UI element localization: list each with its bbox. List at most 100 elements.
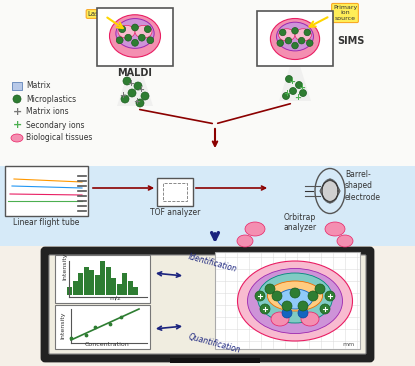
Polygon shape (117, 66, 153, 106)
Point (107, 321, 113, 326)
Circle shape (277, 40, 283, 46)
Text: Primary
ion
source: Primary ion source (333, 5, 357, 21)
Circle shape (123, 77, 131, 85)
Circle shape (134, 82, 142, 90)
Ellipse shape (116, 19, 154, 48)
Text: +: + (288, 76, 295, 86)
Circle shape (132, 40, 138, 46)
Ellipse shape (135, 25, 152, 38)
Text: +: + (127, 78, 134, 87)
Bar (111, 278, 116, 295)
Circle shape (136, 99, 144, 107)
Bar (157, 178, 193, 206)
Ellipse shape (257, 273, 332, 323)
Ellipse shape (11, 134, 23, 142)
Bar (0, 0, 415, 191)
Ellipse shape (278, 29, 295, 41)
Text: +: + (295, 93, 302, 101)
Text: +: + (298, 83, 305, 93)
Circle shape (286, 75, 293, 82)
Ellipse shape (247, 269, 342, 333)
Text: Quantification: Quantification (187, 332, 241, 355)
Circle shape (13, 95, 21, 103)
Circle shape (285, 37, 292, 44)
Text: Matrix ions: Matrix ions (26, 108, 68, 116)
Text: m/z: m/z (109, 295, 121, 300)
Bar (163, 183, 187, 201)
FancyBboxPatch shape (49, 255, 366, 354)
Ellipse shape (268, 281, 322, 311)
Text: Biological tissues: Biological tissues (26, 134, 93, 142)
Text: Linear flight tube: Linear flight tube (13, 218, 79, 227)
Circle shape (144, 26, 151, 33)
Circle shape (125, 34, 132, 41)
Circle shape (282, 301, 292, 311)
Circle shape (272, 291, 282, 301)
Ellipse shape (110, 15, 161, 57)
Text: Intensity: Intensity (61, 311, 66, 339)
Ellipse shape (276, 22, 313, 51)
Polygon shape (320, 179, 340, 203)
Circle shape (260, 304, 270, 314)
Bar (73, 281, 78, 295)
Bar (89, 270, 94, 295)
Circle shape (141, 92, 149, 100)
Bar (78, 273, 83, 295)
Bar (127, 281, 132, 295)
Ellipse shape (271, 312, 289, 326)
Bar (12, 82, 22, 90)
Circle shape (290, 288, 300, 298)
Circle shape (298, 308, 308, 318)
Point (83, 332, 89, 337)
Bar (100, 261, 105, 295)
Text: mm: mm (343, 342, 355, 347)
Text: +: + (120, 90, 127, 100)
FancyBboxPatch shape (42, 248, 373, 361)
Text: Microplastics: Microplastics (26, 94, 76, 104)
Bar (0, 166, 415, 246)
Ellipse shape (237, 235, 253, 247)
Text: MALDI: MALDI (117, 68, 152, 78)
Text: Concentration: Concentration (85, 341, 129, 347)
Polygon shape (279, 66, 311, 101)
Bar (55, 255, 150, 303)
Bar (0, 246, 415, 366)
Bar (108, 13, 162, 59)
Circle shape (279, 29, 286, 36)
Text: Identification: Identification (187, 252, 238, 274)
Bar (5, 166, 88, 216)
Bar (55, 305, 150, 349)
Circle shape (255, 291, 265, 301)
Ellipse shape (337, 235, 353, 247)
Ellipse shape (325, 222, 345, 236)
Circle shape (116, 37, 123, 44)
Text: TOF analyzer: TOF analyzer (150, 208, 200, 217)
Circle shape (325, 291, 335, 301)
Bar (190, 351, 240, 361)
Circle shape (298, 37, 305, 44)
Text: +: + (134, 97, 141, 105)
Circle shape (290, 87, 296, 94)
Circle shape (119, 26, 126, 33)
Bar (105, 267, 110, 295)
Circle shape (128, 89, 136, 97)
Text: Laser: Laser (88, 11, 106, 17)
Bar (117, 284, 122, 295)
Ellipse shape (118, 25, 135, 38)
Bar (215, 252, 360, 349)
Circle shape (300, 90, 307, 97)
Circle shape (265, 284, 275, 294)
Circle shape (292, 27, 298, 34)
Ellipse shape (245, 222, 265, 236)
Bar (83, 267, 88, 295)
Text: +: + (283, 89, 290, 97)
Bar (67, 287, 72, 295)
Text: +: + (12, 120, 22, 130)
Bar (122, 273, 127, 295)
Text: Matrix: Matrix (26, 82, 51, 90)
Circle shape (298, 301, 308, 311)
Text: +: + (137, 86, 144, 94)
Bar (133, 287, 138, 295)
Text: Secondary ions: Secondary ions (26, 120, 85, 130)
Text: SIMS: SIMS (337, 36, 364, 46)
